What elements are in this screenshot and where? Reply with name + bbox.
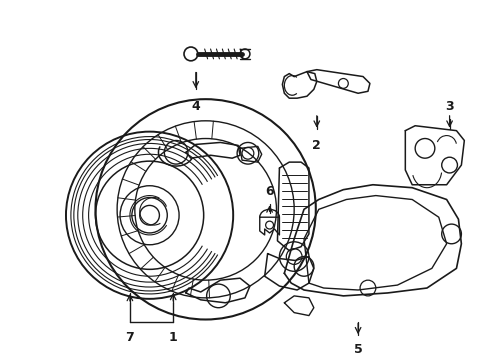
Text: 1: 1 — [168, 331, 177, 344]
Text: 7: 7 — [125, 331, 134, 344]
Text: 6: 6 — [264, 185, 273, 198]
Text: 3: 3 — [445, 100, 453, 113]
Text: 2: 2 — [312, 139, 321, 152]
Circle shape — [140, 206, 159, 225]
Text: 5: 5 — [353, 342, 362, 356]
Text: 4: 4 — [191, 100, 200, 113]
